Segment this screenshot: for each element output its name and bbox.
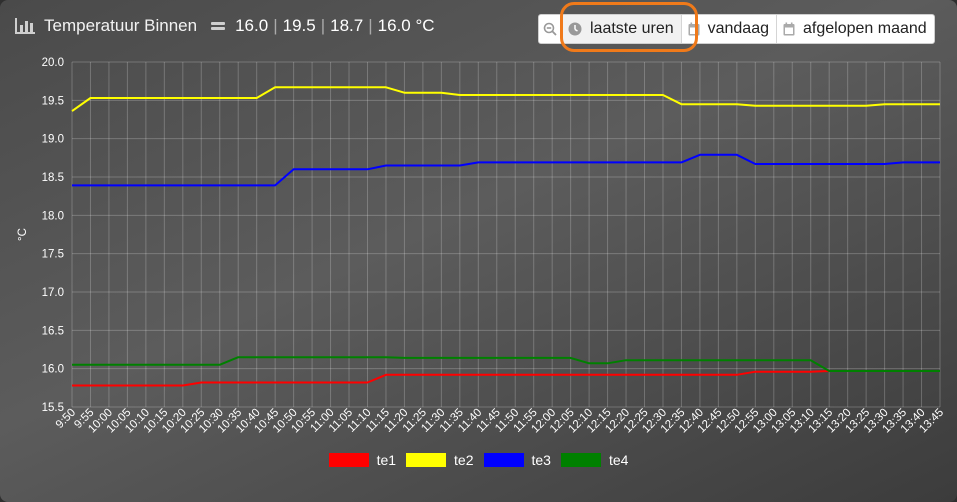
value-te1: 16.0 bbox=[235, 16, 269, 35]
today-button[interactable]: vandaag bbox=[680, 15, 776, 43]
zoom-out-button[interactable] bbox=[539, 15, 561, 43]
range-toolbar: laatste uren vandaag afgelopen maand bbox=[538, 14, 935, 44]
series-line-te1 bbox=[72, 370, 940, 387]
legend-item-te4[interactable]: te4 bbox=[560, 452, 629, 468]
panel-header: Temperatuur Binnen 16.0 | 19.5 | 18.7 | … bbox=[14, 12, 435, 40]
y-tick-label: 17.5 bbox=[42, 249, 64, 261]
panel-title: Temperatuur Binnen bbox=[44, 16, 198, 35]
value-separator: | bbox=[273, 16, 278, 35]
series-line-te3 bbox=[72, 153, 940, 187]
legend-item-te1[interactable]: te1 bbox=[328, 452, 397, 468]
last-hours-label: laatste uren bbox=[590, 20, 674, 37]
series-line-te2 bbox=[71, 86, 940, 112]
legend-item-te3[interactable]: te3 bbox=[483, 452, 551, 468]
y-tick-label: 16.5 bbox=[42, 325, 64, 337]
clock-icon bbox=[568, 22, 582, 36]
bar-chart-icon bbox=[15, 18, 35, 34]
value-te4: 16.0 °C bbox=[377, 16, 435, 35]
y-tick-label: 17.0 bbox=[42, 287, 64, 299]
y-tick-label: 20.0 bbox=[42, 57, 64, 69]
last-month-label: afgelopen maand bbox=[803, 20, 927, 37]
last-hours-button[interactable]: laatste uren bbox=[561, 15, 681, 43]
y-tick-label: 15.5 bbox=[42, 402, 64, 414]
calendar-icon bbox=[783, 22, 795, 36]
legend-label: te1 bbox=[376, 452, 397, 468]
y-axis-label: °C bbox=[17, 228, 29, 241]
value-te3: 18.7 bbox=[330, 16, 364, 35]
value-te2: 19.5 bbox=[282, 16, 316, 35]
legend-item-te2[interactable]: te2 bbox=[406, 452, 474, 468]
value-separator: | bbox=[320, 16, 326, 35]
legend-label: te2 bbox=[454, 452, 474, 468]
today-label: vandaag bbox=[707, 20, 769, 37]
y-tick-label: 19.5 bbox=[42, 95, 64, 107]
legend-swatch bbox=[483, 453, 524, 467]
zoom-out-icon bbox=[543, 22, 557, 36]
legend-swatch bbox=[328, 453, 369, 467]
value-separator: | bbox=[368, 16, 373, 35]
legend-swatch bbox=[406, 453, 447, 467]
y-tick-label: 18.5 bbox=[42, 172, 64, 184]
legend-swatch bbox=[560, 453, 601, 467]
legend-label: te3 bbox=[531, 452, 551, 468]
legend-label: te4 bbox=[608, 452, 629, 468]
series-line-te4 bbox=[72, 356, 940, 372]
chart-legend: te1 te2 te3 te4 bbox=[0, 452, 957, 468]
y-tick-label: 18.0 bbox=[42, 210, 64, 222]
y-tick-label: 16.0 bbox=[42, 364, 64, 376]
last-month-button[interactable]: afgelopen maand bbox=[776, 15, 934, 43]
equals-icon bbox=[211, 21, 226, 31]
y-tick-label: 19.0 bbox=[42, 134, 64, 146]
